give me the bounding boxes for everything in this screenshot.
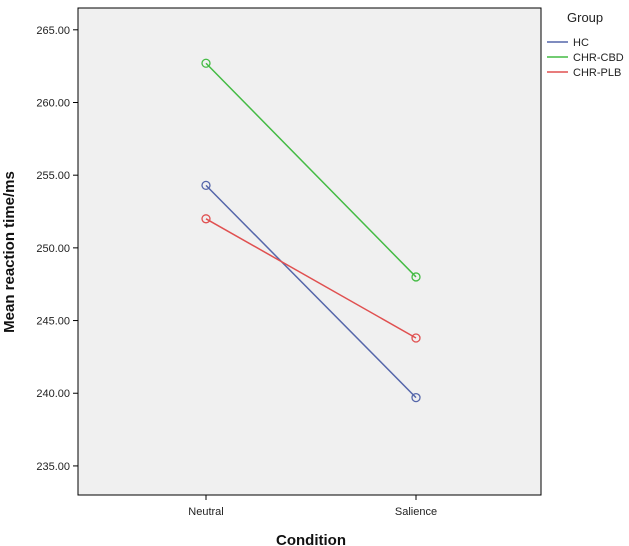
series-layer	[201, 58, 421, 403]
y-axis-title: Mean reaction time/ms	[1, 171, 18, 333]
x-tick-label: Salience	[395, 506, 437, 518]
data-point-hc	[411, 392, 421, 403]
series-line-chr-plb	[205, 218, 417, 339]
y-tick-label: 250.00	[36, 243, 70, 255]
data-point-chr-plb	[411, 333, 421, 343]
data-point-chr-plb	[201, 214, 211, 224]
data-point-chr-cbd	[201, 58, 211, 68]
legend-label: HC	[573, 37, 589, 49]
y-tick-label: 260.00	[36, 97, 70, 109]
x-tick-label: Neutral	[188, 506, 223, 518]
x-axis: Neutral Salience	[188, 495, 437, 518]
y-tick-label: 235.00	[36, 461, 70, 473]
series-line-chr-cbd	[205, 62, 417, 278]
legend-label: CHR-CBD	[573, 52, 624, 64]
x-axis-title: Condition	[276, 532, 346, 546]
y-tick-label: 245.00	[36, 316, 70, 328]
y-axis: 235.00 240.00 245.00 250.00 255.00 260.00 265.…	[36, 25, 78, 473]
data-point-hc	[201, 180, 211, 191]
legend: Group HC CHR-CBD CHR-PLB	[547, 10, 624, 79]
legend-title: Group	[567, 10, 603, 25]
y-tick-label: 255.00	[36, 170, 70, 182]
legend-label: CHR-PLB	[573, 67, 621, 79]
plot-area	[77, 7, 542, 496]
y-tick-label: 265.00	[36, 25, 70, 37]
data-point-chr-cbd	[411, 272, 421, 282]
series-line-hc	[205, 184, 417, 399]
y-tick-label: 240.00	[36, 388, 70, 400]
